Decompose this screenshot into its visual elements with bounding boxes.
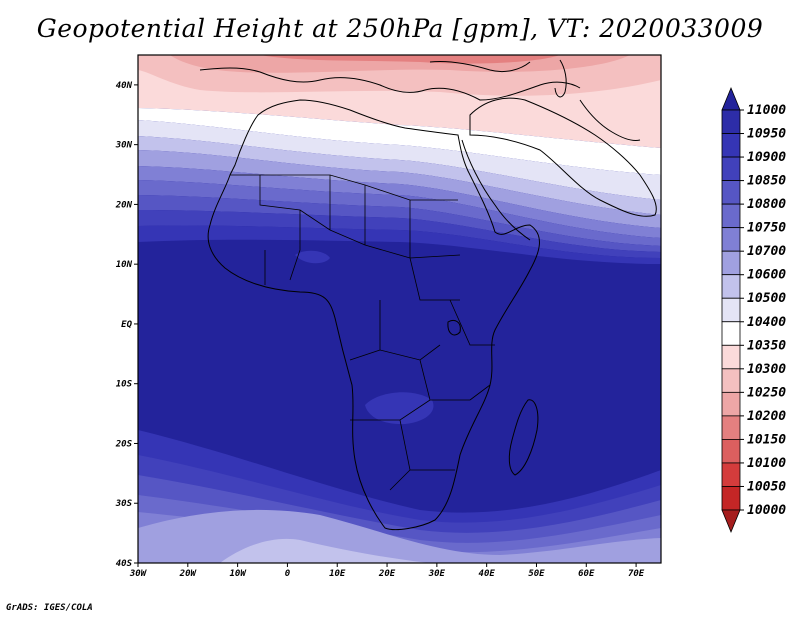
colorbar-bottom-arrow (721, 509, 741, 534)
field-band-10500 (138, 120, 661, 200)
lat-tick-label: 30N (115, 141, 133, 151)
colorbar-swatch (721, 415, 741, 440)
persian-gulf (579, 99, 641, 141)
colorbar-label: 10950 (747, 127, 786, 142)
colorbar-label: 10400 (747, 315, 786, 330)
colorbar-label: 10300 (747, 362, 786, 377)
height-field (138, 55, 661, 563)
lon-tick-label: 20W (179, 569, 198, 579)
colorbar-swatch (721, 439, 741, 464)
lon-tick-label: 50E (528, 569, 545, 579)
field-band-10700 (138, 150, 661, 228)
colorbar-label: 10900 (747, 150, 786, 165)
latitude-axis: 40N 30N 20N 10N EQ 10S 20S 30S 40S (115, 81, 138, 569)
colorbar-swatch (721, 180, 741, 205)
lon-tick-label: 30E (428, 569, 446, 579)
lon-tick-label: 10W (229, 569, 247, 579)
colorbar-label: 10600 (747, 268, 786, 283)
colorbar-label: 10000 (747, 503, 786, 518)
lat-tick-label: 20S (115, 439, 133, 449)
field-band-10400 (138, 108, 661, 175)
caspian-sea (554, 59, 567, 98)
plot-frame (137, 54, 662, 564)
colorbar-swatch (721, 462, 741, 487)
footer-credit: GrADS: IGES/COLA (6, 603, 93, 613)
lon-tick-label: 10E (329, 569, 346, 579)
field-band-10900 (138, 210, 661, 258)
colorbar-top-arrow (721, 86, 741, 111)
colorbar: 11000 10950 10900 10850 10800 10750 10700 10600… (721, 86, 786, 534)
lon-tick-label: 70E (628, 569, 645, 579)
colorbar-swatch (721, 486, 741, 511)
colorbar-label: 10700 (747, 244, 786, 259)
map-title: Geopotential Height at 250hPa [gpm], VT:… (36, 14, 764, 43)
colorbar-label: 10350 (747, 338, 786, 353)
colorbar-label: 10050 (747, 479, 786, 494)
colorbar-swatch (721, 344, 741, 370)
lat-tick-label: 30S (115, 499, 133, 509)
longitude-axis: 30W 20W 10W 0 10E 20E 30E 40E 50E 60E 70E (129, 563, 645, 579)
field-band-10950 (138, 225, 661, 264)
colorbar-label: 10850 (747, 174, 786, 189)
field-band-10750 (138, 166, 661, 238)
lat-tick-label: 10S (116, 380, 133, 390)
colorbar-swatch (721, 156, 741, 181)
colorbar-label: 10750 (747, 221, 786, 236)
colorbar-label: 10500 (747, 291, 786, 306)
lake-victoria (447, 319, 461, 336)
lon-tick-label: 0 (285, 569, 291, 579)
colorbar-swatch (721, 109, 741, 134)
colorbar-swatch (721, 297, 741, 323)
lat-tick-label: 20N (115, 200, 133, 210)
country-borders (230, 174, 495, 491)
arabian-peninsula (469, 97, 657, 217)
field-band-s10600 (220, 538, 430, 563)
madagascar (508, 399, 539, 476)
lat-tick-label: 40S (116, 559, 133, 569)
lon-tick-label: 30W (129, 569, 148, 579)
field-band-10600 (138, 136, 661, 215)
colorbar-label: 10200 (747, 409, 786, 424)
lon-tick-label: 20E (378, 569, 396, 579)
europe-coast (199, 61, 581, 101)
field-band-10200 (260, 55, 560, 64)
lat-tick-label: 10N (116, 260, 133, 270)
field-patch-southern-high (365, 392, 434, 425)
colorbar-swatch (721, 368, 741, 393)
lat-tick-label: EQ (121, 320, 132, 330)
lon-tick-label: 40E (479, 569, 496, 579)
colorbar-swatch (721, 391, 741, 417)
field-band-10850 (138, 195, 661, 252)
land-outlines (199, 59, 657, 531)
colorbar-label: 10250 (747, 385, 786, 400)
colorbar-label: 10150 (747, 432, 786, 447)
field-patch-west-africa (295, 250, 330, 264)
colorbar-swatch (721, 250, 741, 276)
field-band-10800 (138, 180, 661, 246)
red-sea (461, 139, 531, 241)
colorbar-label: 10100 (747, 456, 786, 471)
colorbar-swatch (721, 274, 741, 299)
lat-tick-label: 40N (116, 81, 133, 91)
colorbar-swatch (721, 133, 741, 158)
colorbar-swatch (721, 227, 741, 252)
africa-coastline (207, 99, 540, 531)
colorbar-swatch (721, 203, 741, 229)
colorbar-label: 11000 (747, 103, 786, 118)
lon-tick-label: 60E (578, 569, 595, 579)
colorbar-label: 10800 (747, 197, 786, 212)
colorbar-swatch (721, 321, 741, 346)
